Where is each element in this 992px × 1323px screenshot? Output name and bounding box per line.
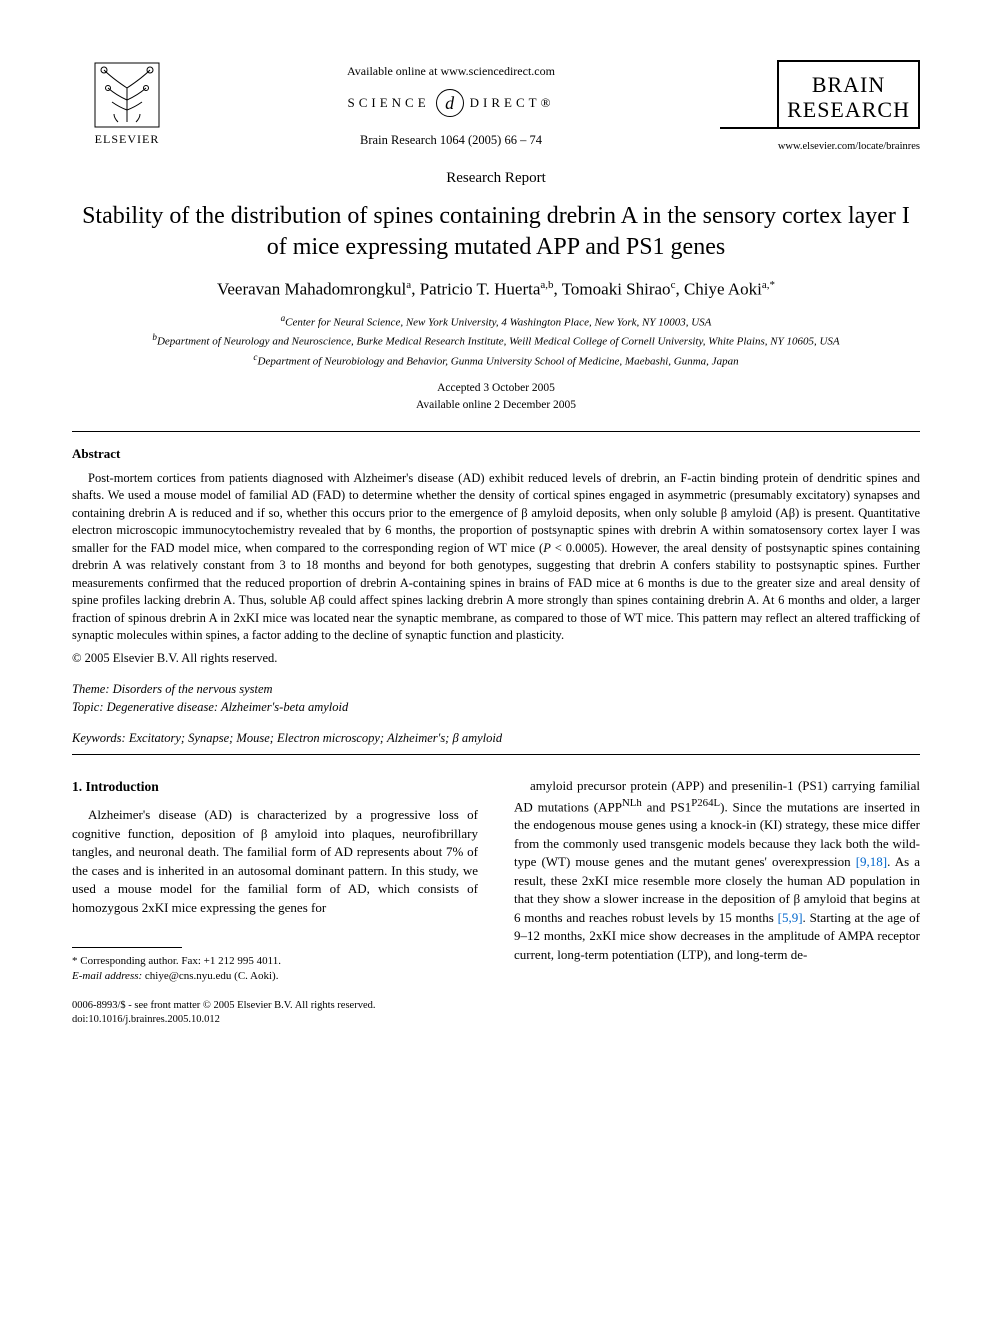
sciencedirect-d-icon: d bbox=[436, 89, 464, 117]
accepted-date: Accepted 3 October 2005 bbox=[72, 380, 920, 396]
abstract-text: Post-mortem cortices from patients diagn… bbox=[72, 470, 920, 645]
column-left: 1. Introduction Alzheimer's disease (AD)… bbox=[72, 777, 478, 1027]
dates-block: Accepted 3 October 2005 Available online… bbox=[72, 380, 920, 412]
keywords-line: Keywords: Excitatory; Synapse; Mouse; El… bbox=[72, 731, 920, 746]
journal-title-box: BRAIN RESEARCH bbox=[777, 60, 920, 127]
rule-bottom bbox=[72, 754, 920, 755]
affiliation-c: cDepartment of Neurobiology and Behavior… bbox=[72, 351, 920, 371]
journal-rule bbox=[720, 127, 920, 137]
available-online-date: Available online 2 December 2005 bbox=[72, 397, 920, 413]
intro-para-left: Alzheimer's disease (AD) is characterize… bbox=[72, 806, 478, 917]
theme-topic-block: Theme: Disorders of the nervous system T… bbox=[72, 680, 920, 718]
sciencedirect-right: DIRECT® bbox=[470, 95, 555, 111]
journal-name-line1: BRAIN bbox=[787, 72, 910, 97]
topic-line: Topic: Degenerative disease: Alzheimer's… bbox=[72, 698, 920, 717]
front-matter-line: 0006-8993/$ - see front matter © 2005 El… bbox=[72, 999, 478, 1027]
journal-name-line2: RESEARCH bbox=[787, 97, 910, 122]
page-header: ELSEVIER Available online at www.science… bbox=[72, 60, 920, 152]
theme-line: Theme: Disorders of the nervous system bbox=[72, 680, 920, 699]
sciencedirect-left: SCIENCE bbox=[348, 95, 430, 111]
column-right: amyloid precursor protein (APP) and pres… bbox=[514, 777, 920, 1027]
header-center: Available online at www.sciencedirect.co… bbox=[182, 60, 720, 148]
affiliations: aCenter for Neural Science, New York Uni… bbox=[72, 312, 920, 371]
authors-line: Veeravan Mahadomrongkula, Patricio T. Hu… bbox=[72, 279, 920, 300]
journal-url: www.elsevier.com/locate/brainres bbox=[720, 141, 920, 152]
affiliation-b: bDepartment of Neurology and Neuroscienc… bbox=[72, 331, 920, 351]
sciencedirect-logo: SCIENCE d DIRECT® bbox=[348, 89, 555, 117]
copyright-line: © 2005 Elsevier B.V. All rights reserved… bbox=[72, 651, 920, 666]
email-line: E-mail address: chiye@cns.nyu.edu (C. Ao… bbox=[72, 969, 478, 984]
article-title: Stability of the distribution of spines … bbox=[82, 201, 910, 263]
body-columns: 1. Introduction Alzheimer's disease (AD)… bbox=[72, 777, 920, 1027]
intro-para-right: amyloid precursor protein (APP) and pres… bbox=[514, 777, 920, 964]
corresponding-author: * Corresponding author. Fax: +1 212 995 … bbox=[72, 954, 478, 969]
available-online-text: Available online at www.sciencedirect.co… bbox=[347, 64, 555, 79]
footnote-rule bbox=[72, 947, 182, 948]
rule-top bbox=[72, 431, 920, 432]
citation-line: Brain Research 1064 (2005) 66 – 74 bbox=[360, 133, 542, 148]
front-matter-1: 0006-8993/$ - see front matter © 2005 El… bbox=[72, 999, 478, 1013]
abstract-body: Post-mortem cortices from patients diagn… bbox=[72, 470, 920, 645]
affiliation-a: aCenter for Neural Science, New York Uni… bbox=[72, 312, 920, 332]
publisher-label: ELSEVIER bbox=[95, 132, 160, 147]
abstract-heading: Abstract bbox=[72, 446, 920, 462]
journal-block: BRAIN RESEARCH www.elsevier.com/locate/b… bbox=[720, 60, 920, 152]
report-type: Research Report bbox=[72, 170, 920, 187]
doi-line: doi:10.1016/j.brainres.2005.10.012 bbox=[72, 1013, 478, 1027]
publisher-logo: ELSEVIER bbox=[72, 60, 182, 147]
elsevier-tree-icon bbox=[92, 60, 162, 130]
introduction-heading: 1. Introduction bbox=[72, 777, 478, 796]
